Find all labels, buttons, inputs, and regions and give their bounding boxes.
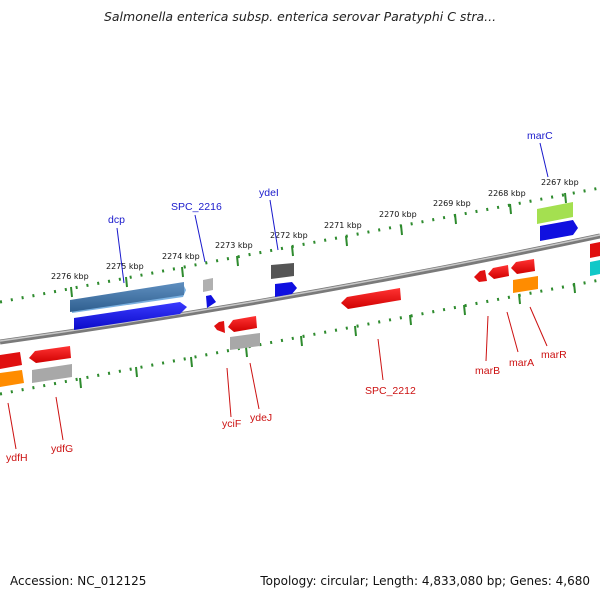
kbp-tick xyxy=(79,377,82,389)
gene-arrow[interactable] xyxy=(203,278,213,292)
kbp-tick-label: 2269 kbp xyxy=(433,199,471,208)
gene-arrow[interactable] xyxy=(214,321,225,333)
gene-label[interactable]: dcp xyxy=(108,214,125,226)
kbp-tick xyxy=(70,286,73,298)
gene-label[interactable]: marB xyxy=(475,365,500,377)
kbp-tick-label: 2273 kbp xyxy=(215,241,253,250)
gene-arrow[interactable] xyxy=(271,263,294,279)
kbp-tick xyxy=(125,276,128,288)
gene-arrow[interactable] xyxy=(513,276,538,293)
gene-label[interactable]: yciF xyxy=(222,418,241,430)
gene-arrow[interactable] xyxy=(32,364,72,383)
gene-arrow[interactable] xyxy=(70,282,184,312)
gene-label[interactable]: marC xyxy=(527,130,553,142)
gene-arrow[interactable] xyxy=(537,202,573,224)
gene-label[interactable]: ydfG xyxy=(51,443,73,455)
gene-arrow[interactable] xyxy=(275,282,297,297)
label-leaders xyxy=(7,142,549,450)
gene-arrow[interactable] xyxy=(590,260,600,276)
kbp-tick-label: 2275 kbp xyxy=(106,262,144,271)
kbp-tick xyxy=(135,366,138,378)
gene-arrow[interactable] xyxy=(341,288,401,309)
kbp-tick xyxy=(245,346,248,358)
genome-info-text: Topology: circular; Length: 4,833,080 bp… xyxy=(260,574,590,588)
gene-label[interactable]: marR xyxy=(541,349,567,361)
gene-label[interactable]: ydeJ xyxy=(250,412,272,424)
gene-arrow[interactable] xyxy=(474,270,487,282)
gene-label[interactable]: ydfH xyxy=(6,452,28,464)
forward-gene-group xyxy=(70,202,600,330)
kbp-tick xyxy=(564,192,567,204)
gene-arrow[interactable] xyxy=(206,295,216,308)
kbp-tick-label: 2271 kbp xyxy=(324,221,362,230)
kbp-tick xyxy=(463,304,466,316)
genome-backbone xyxy=(0,233,600,345)
kbp-tick xyxy=(236,255,239,267)
kbp-tick-label: 2274 kbp xyxy=(162,252,200,261)
kbp-tick xyxy=(409,314,412,326)
gene-label[interactable]: SPC_2212 xyxy=(365,385,416,397)
kbp-tick-label: 2276 kbp xyxy=(51,272,89,281)
kbp-tick-label: 2272 kbp xyxy=(270,231,308,240)
kbp-tick-label: 2270 kbp xyxy=(379,210,417,219)
kbp-tick xyxy=(181,266,184,278)
kbp-tick-group: 2276 kbp 2275 kbp 2274 kbp 2273 kbp 2272 kbp… xyxy=(51,178,579,389)
kbp-tick xyxy=(518,293,521,305)
gene-arrow[interactable] xyxy=(230,333,260,350)
kbp-tick xyxy=(400,224,403,236)
kbp-tick-label: 2268 kbp xyxy=(488,189,526,198)
gene-label[interactable]: SPC_2216 xyxy=(171,201,222,213)
gene-arrow[interactable] xyxy=(590,242,600,258)
kbp-tick xyxy=(345,235,348,247)
gene-label[interactable]: marA xyxy=(509,357,534,369)
kbp-tick-label: 2267 kbp xyxy=(541,178,579,187)
kbp-tick xyxy=(509,203,512,215)
accession-text: Accession: NC_012125 xyxy=(10,574,147,588)
reverse-gene-group xyxy=(0,259,538,387)
kbp-tick xyxy=(300,335,303,347)
gene-arrow[interactable] xyxy=(0,370,24,387)
gene-arrow[interactable] xyxy=(74,302,187,330)
kbp-tick xyxy=(190,356,193,368)
map-title: Salmonella enterica subsp. enterica sero… xyxy=(103,9,497,24)
kbp-tick xyxy=(573,282,576,294)
gene-arrow[interactable] xyxy=(540,220,578,241)
kbp-tick xyxy=(454,213,457,225)
kbp-tick xyxy=(354,325,357,337)
gene-arrow[interactable] xyxy=(0,352,22,369)
gene-arrow[interactable] xyxy=(29,346,71,363)
gene-arrow[interactable] xyxy=(228,316,257,332)
gene-label[interactable]: ydeI xyxy=(259,187,279,199)
gene-arrow[interactable] xyxy=(488,265,509,279)
kbp-tick xyxy=(291,245,294,257)
gene-arrow[interactable] xyxy=(511,259,535,274)
